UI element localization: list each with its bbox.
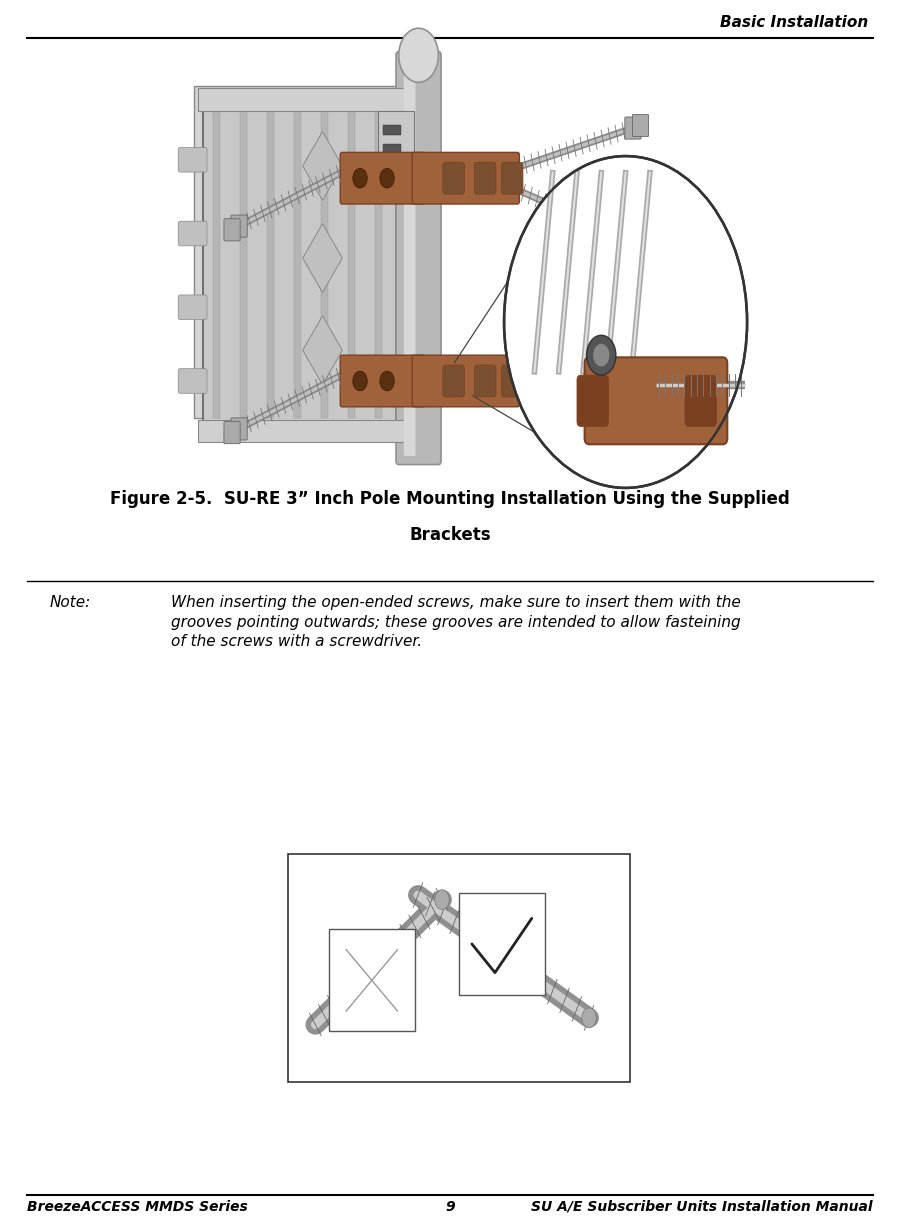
FancyBboxPatch shape — [403, 60, 415, 456]
Text: Note:: Note: — [50, 595, 91, 610]
Circle shape — [581, 1008, 595, 1027]
Polygon shape — [302, 132, 342, 200]
Text: Brackets: Brackets — [409, 526, 491, 544]
FancyBboxPatch shape — [624, 320, 640, 342]
FancyBboxPatch shape — [198, 88, 414, 111]
FancyBboxPatch shape — [442, 162, 464, 194]
FancyBboxPatch shape — [501, 365, 522, 397]
FancyBboxPatch shape — [294, 111, 300, 418]
Text: When inserting the open-ended screws, make sure to insert them with the: When inserting the open-ended screws, ma… — [170, 595, 740, 610]
FancyBboxPatch shape — [382, 144, 400, 154]
Text: SU A/E Subscriber Units Installation Manual: SU A/E Subscriber Units Installation Man… — [531, 1200, 872, 1213]
Circle shape — [586, 336, 615, 375]
FancyBboxPatch shape — [607, 222, 623, 245]
FancyBboxPatch shape — [288, 854, 630, 1082]
FancyBboxPatch shape — [576, 375, 608, 426]
FancyBboxPatch shape — [340, 152, 424, 204]
FancyBboxPatch shape — [321, 111, 327, 418]
FancyBboxPatch shape — [412, 355, 519, 407]
FancyBboxPatch shape — [267, 111, 273, 418]
FancyBboxPatch shape — [631, 317, 648, 339]
FancyBboxPatch shape — [584, 358, 726, 445]
FancyBboxPatch shape — [378, 111, 414, 190]
Circle shape — [399, 28, 437, 82]
FancyBboxPatch shape — [328, 929, 414, 1031]
FancyBboxPatch shape — [340, 355, 424, 407]
FancyBboxPatch shape — [412, 152, 519, 204]
FancyBboxPatch shape — [382, 168, 400, 178]
Circle shape — [353, 168, 367, 188]
Polygon shape — [302, 224, 342, 293]
FancyBboxPatch shape — [178, 295, 207, 320]
FancyBboxPatch shape — [193, 86, 396, 418]
FancyBboxPatch shape — [685, 375, 715, 426]
FancyBboxPatch shape — [501, 162, 522, 194]
FancyBboxPatch shape — [202, 98, 396, 430]
FancyBboxPatch shape — [474, 162, 495, 194]
FancyBboxPatch shape — [198, 420, 414, 442]
Text: BreezeACCESS MMDS Series: BreezeACCESS MMDS Series — [27, 1200, 247, 1213]
Text: 9: 9 — [445, 1200, 455, 1213]
FancyBboxPatch shape — [348, 111, 354, 418]
FancyBboxPatch shape — [224, 219, 240, 241]
FancyBboxPatch shape — [178, 147, 207, 172]
FancyBboxPatch shape — [442, 365, 464, 397]
FancyBboxPatch shape — [213, 111, 219, 418]
FancyBboxPatch shape — [396, 52, 440, 465]
Text: grooves pointing outwards; these grooves are intended to allow fasteining: grooves pointing outwards; these grooves… — [170, 614, 740, 629]
FancyBboxPatch shape — [231, 418, 247, 440]
FancyBboxPatch shape — [382, 125, 400, 135]
Circle shape — [434, 890, 448, 909]
FancyBboxPatch shape — [224, 422, 240, 444]
Circle shape — [353, 371, 367, 391]
Text: Figure 2-5.  SU-RE 3” Inch Pole Mounting Installation Using the Supplied: Figure 2-5. SU-RE 3” Inch Pole Mounting … — [110, 489, 789, 508]
Text: Basic Installation: Basic Installation — [720, 15, 868, 31]
FancyBboxPatch shape — [458, 892, 544, 995]
FancyBboxPatch shape — [614, 225, 630, 247]
FancyBboxPatch shape — [178, 369, 207, 393]
FancyBboxPatch shape — [231, 215, 247, 237]
FancyBboxPatch shape — [607, 425, 623, 447]
FancyBboxPatch shape — [624, 117, 640, 139]
FancyBboxPatch shape — [614, 428, 630, 450]
FancyBboxPatch shape — [375, 111, 382, 418]
Circle shape — [503, 156, 746, 488]
Circle shape — [380, 168, 394, 188]
Polygon shape — [302, 316, 342, 385]
Text: of the screws with a screwdriver.: of the screws with a screwdriver. — [170, 634, 421, 649]
FancyBboxPatch shape — [240, 111, 246, 418]
FancyBboxPatch shape — [631, 114, 648, 136]
FancyBboxPatch shape — [474, 365, 495, 397]
Circle shape — [380, 371, 394, 391]
FancyBboxPatch shape — [178, 221, 207, 246]
Circle shape — [592, 344, 609, 366]
